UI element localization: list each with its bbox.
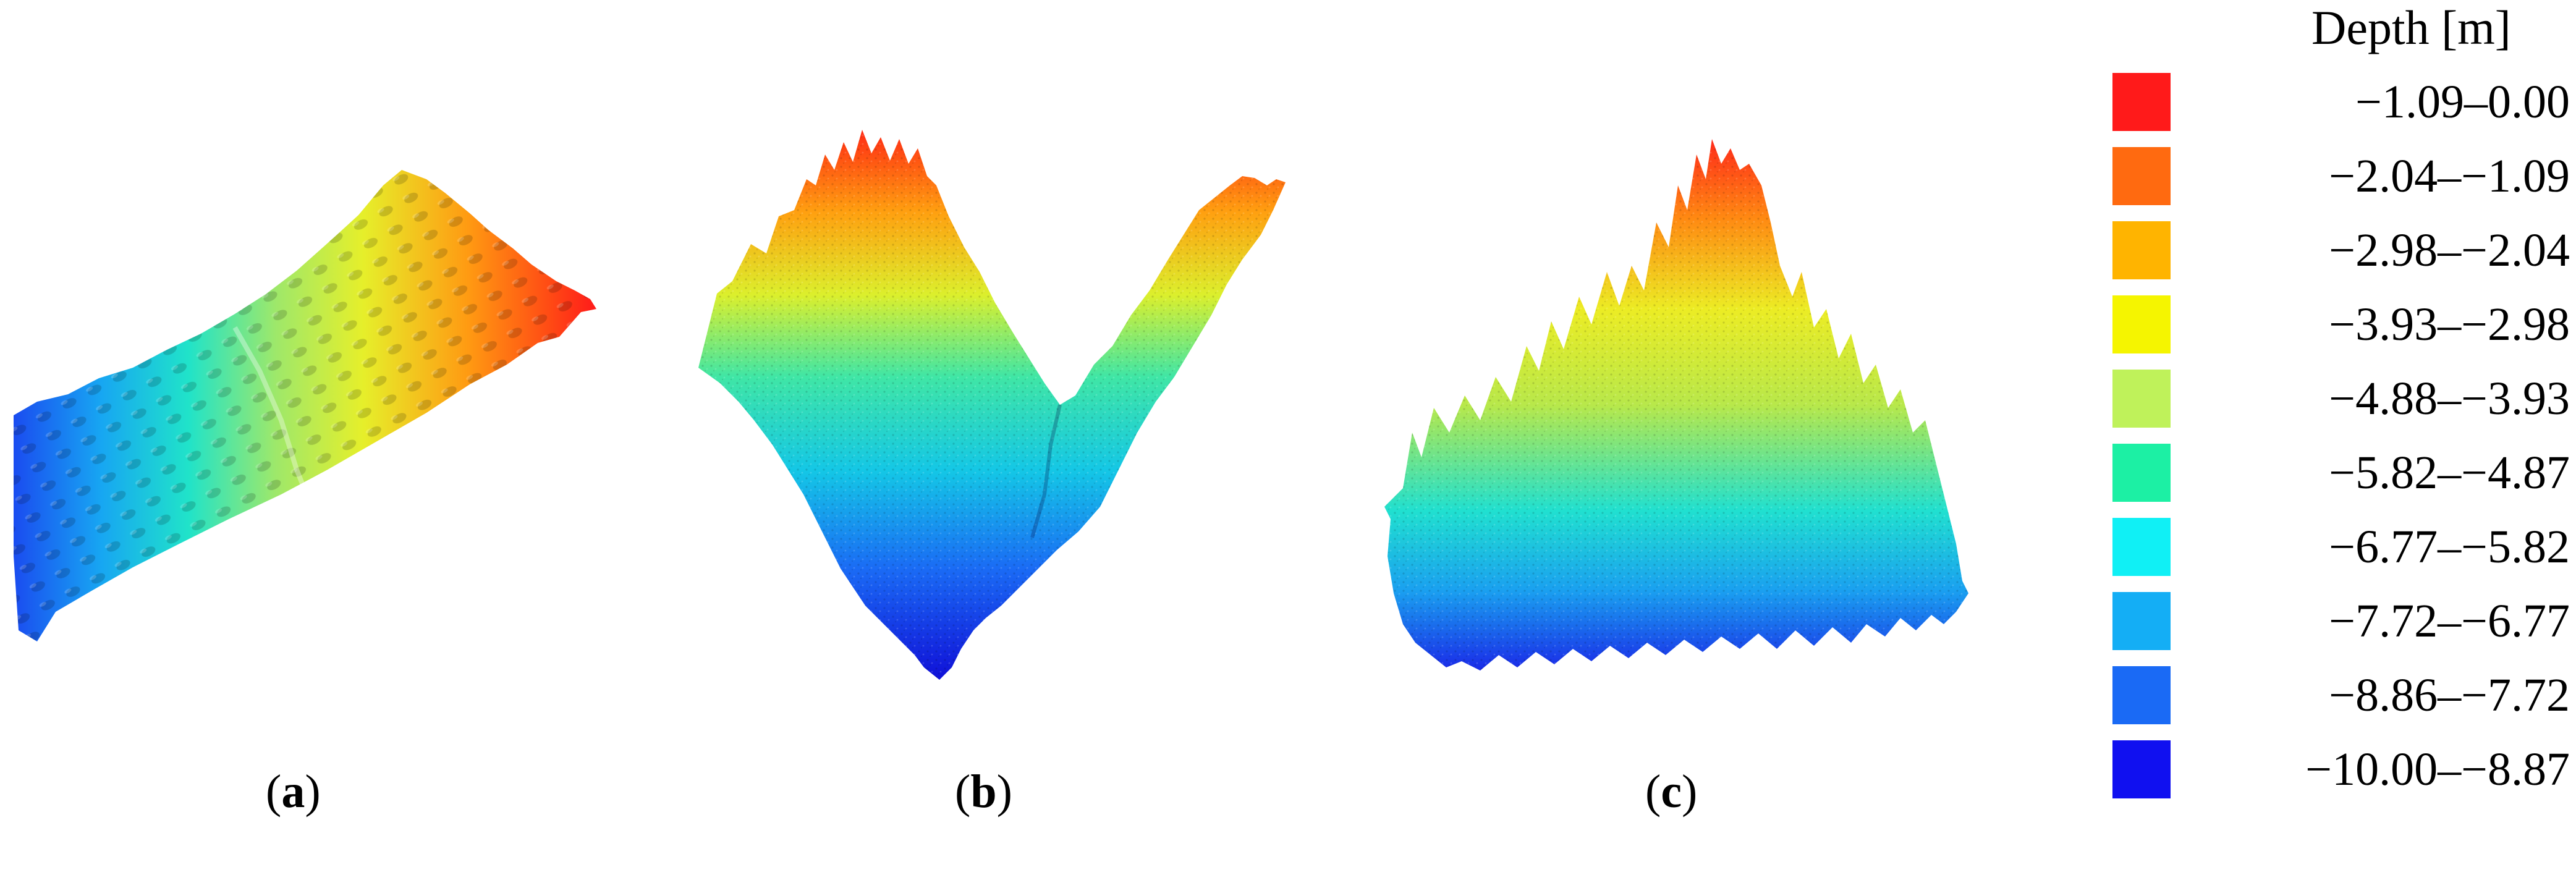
legend-label: −4.88–−3.93 (2329, 373, 2570, 425)
legend-swatch (2112, 518, 2171, 576)
legend-label: −6.77–−5.82 (2329, 521, 2570, 573)
legend-swatch (2112, 592, 2171, 650)
legend-label: −2.04–−1.09 (2329, 150, 2570, 202)
legend-item: −4.88–−3.93 (2112, 370, 2570, 428)
legend-label: −2.98–−2.04 (2329, 224, 2570, 276)
legend-swatch (2112, 221, 2171, 279)
terrain-panel-c (1384, 139, 1968, 671)
legend-swatch (2112, 444, 2171, 502)
legend-swatch (2112, 740, 2171, 798)
legend-label: −7.72–−6.77 (2329, 595, 2570, 647)
legend-swatch (2112, 370, 2171, 428)
legend-item: −2.04–−1.09 (2112, 147, 2570, 205)
legend-item: −6.77–−5.82 (2112, 518, 2570, 576)
terrain-panel-b (698, 130, 1286, 680)
legend-title: Depth [m] (2311, 1, 2511, 54)
legend-item: −3.93–−2.98 (2112, 295, 2570, 353)
legend-item: −2.98–−2.04 (2112, 221, 2570, 279)
legend-label: −5.82–−4.87 (2329, 447, 2570, 499)
legend-label: −1.09–0.00 (2355, 76, 2570, 128)
legend-swatch (2112, 295, 2171, 353)
legend-item: −5.82–−4.87 (2112, 444, 2570, 502)
panel-caption-c: (c) (1645, 766, 1698, 818)
panel-caption-a: (a) (266, 766, 321, 818)
legend-item: −1.09–0.00 (2112, 73, 2570, 131)
legend-label: −8.86–−7.72 (2329, 669, 2570, 721)
terrain-panel-a (14, 170, 596, 641)
legend-swatch (2112, 147, 2171, 205)
legend-swatch (2112, 73, 2171, 131)
legend-item: −7.72–−6.77 (2112, 592, 2570, 650)
legend-label: −10.00–−8.87 (2305, 743, 2570, 795)
legend-item: −10.00–−8.87 (2112, 740, 2570, 798)
panel-caption-b: (b) (955, 766, 1012, 818)
legend-swatch (2112, 666, 2171, 724)
legend-item: −8.86–−7.72 (2112, 666, 2570, 724)
legend-label: −3.93–−2.98 (2329, 298, 2570, 350)
